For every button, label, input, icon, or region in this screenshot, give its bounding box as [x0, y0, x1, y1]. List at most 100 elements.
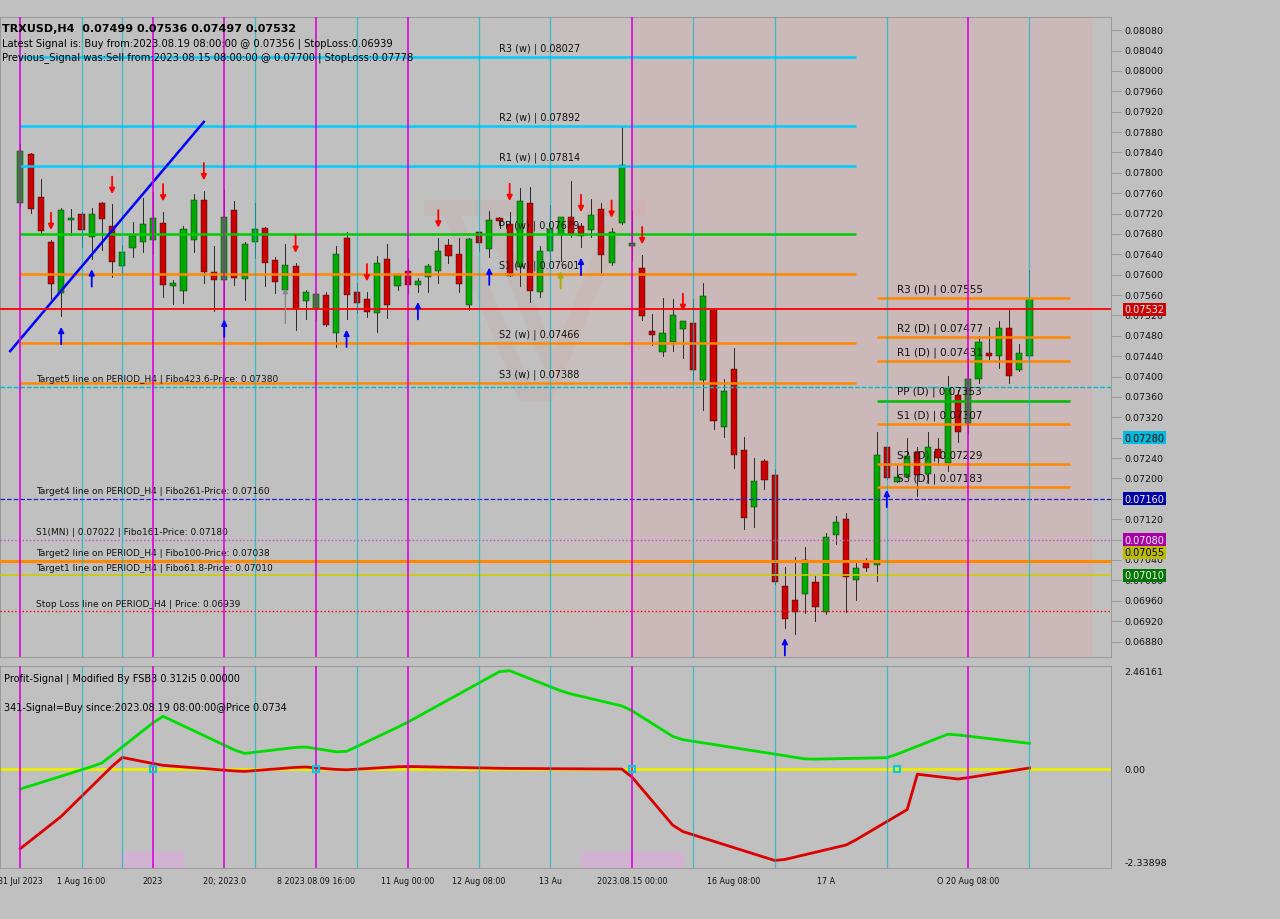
Text: S1(MN) | 0.07022 | Fibo161-Price: 0.07180: S1(MN) | 0.07022 | Fibo161-Price: 0.0718…: [36, 528, 228, 537]
Text: 0.07440: 0.07440: [1125, 352, 1164, 361]
Bar: [803, 561, 808, 594]
Text: 2023: 2023: [143, 876, 163, 885]
Bar: [813, 583, 818, 607]
Text: 8 2023.08.09 16:00: 8 2023.08.09 16:00: [276, 876, 355, 885]
Bar: [476, 233, 483, 244]
Text: R1 (D) | 0.07431: R1 (D) | 0.07431: [897, 346, 983, 357]
Text: 0.07160: 0.07160: [1125, 494, 1165, 505]
Text: 341-Signal=Buy since:2023.08.19 08:00:00@Price 0.0734: 341-Signal=Buy since:2023.08.19 08:00:00…: [4, 703, 287, 712]
Text: 0.07840: 0.07840: [1125, 149, 1164, 158]
Text: O 20 Aug 08:00: O 20 Aug 08:00: [937, 876, 1000, 885]
Text: R2 (D) | 0.07477: R2 (D) | 0.07477: [897, 323, 983, 334]
Bar: [721, 391, 727, 427]
Bar: [201, 200, 207, 273]
Bar: [517, 202, 524, 267]
Bar: [343, 239, 349, 296]
Text: 0.07920: 0.07920: [1125, 108, 1164, 117]
Bar: [762, 461, 768, 480]
Bar: [996, 329, 1002, 357]
Text: 0.07880: 0.07880: [1125, 129, 1164, 137]
Text: Target4 line on PERIOD_H4 | Fibo261-Price: 0.07160: Target4 line on PERIOD_H4 | Fibo261-Pric…: [36, 487, 269, 495]
Bar: [1006, 329, 1012, 377]
Text: R1 (w) | 0.07814: R1 (w) | 0.07814: [499, 152, 581, 163]
Bar: [68, 219, 74, 221]
Bar: [415, 282, 421, 286]
Bar: [945, 388, 951, 463]
Bar: [303, 293, 308, 301]
Text: 0.00: 0.00: [1125, 765, 1146, 774]
Bar: [58, 210, 64, 293]
Text: 0.07360: 0.07360: [1125, 393, 1164, 402]
Text: 0.06880: 0.06880: [1125, 637, 1164, 646]
Bar: [710, 311, 717, 422]
Bar: [550, 18, 632, 657]
Bar: [854, 569, 859, 580]
Bar: [628, 244, 635, 247]
Bar: [782, 586, 788, 619]
Bar: [581, 852, 684, 868]
Bar: [608, 233, 614, 264]
Bar: [649, 331, 655, 335]
Text: Stop Loss line on PERIOD_H4 | Price: 0.06939: Stop Loss line on PERIOD_H4 | Price: 0.0…: [36, 599, 241, 608]
Bar: [18, 152, 23, 204]
Bar: [119, 252, 125, 267]
Bar: [170, 284, 177, 287]
Text: Target1 line on PERIOD_H4 | Fibo61.8-Price: 0.07010: Target1 line on PERIOD_H4 | Fibo61.8-Pri…: [36, 563, 273, 573]
Bar: [78, 215, 84, 231]
Bar: [792, 600, 799, 612]
Text: 0.08080: 0.08080: [1125, 27, 1164, 36]
Bar: [456, 255, 462, 285]
Text: 0.07640: 0.07640: [1125, 251, 1164, 259]
Text: 0.07280: 0.07280: [1125, 433, 1165, 443]
Text: Profit-Signal | Modified By FSB3 0.312i5 0.00000: Profit-Signal | Modified By FSB3 0.312i5…: [4, 673, 241, 683]
Bar: [568, 218, 573, 234]
Bar: [109, 227, 115, 263]
Bar: [353, 292, 360, 303]
Text: R3 (w) | 0.08027: R3 (w) | 0.08027: [499, 43, 581, 54]
Bar: [579, 226, 584, 237]
Text: Previous_Signal was:Sell from:2023.08.15 08:00:00 @ 0.07700 | StopLoss:0.07778: Previous_Signal was:Sell from:2023.08.15…: [3, 51, 413, 62]
Bar: [538, 252, 543, 292]
Text: 0.07720: 0.07720: [1125, 210, 1164, 219]
Text: S3 (D) | 0.07183: S3 (D) | 0.07183: [897, 473, 983, 483]
Text: Target5 line on PERIOD_H4 | Fibo423.6-Price: 0.07380: Target5 line on PERIOD_H4 | Fibo423.6-Pr…: [36, 375, 278, 384]
Text: 1 Aug 16:00: 1 Aug 16:00: [58, 876, 106, 885]
Bar: [293, 267, 298, 310]
Bar: [924, 448, 931, 475]
Text: 0.07520: 0.07520: [1125, 312, 1164, 321]
Bar: [934, 449, 941, 459]
Bar: [323, 296, 329, 325]
Text: 0.07280: 0.07280: [1125, 434, 1164, 443]
Bar: [211, 272, 218, 280]
Text: -2.33898: -2.33898: [1125, 857, 1167, 867]
Bar: [873, 455, 879, 565]
Text: 0.08040: 0.08040: [1125, 47, 1164, 56]
Bar: [680, 323, 686, 330]
Text: 0.07240: 0.07240: [1125, 454, 1164, 463]
Text: 11 Aug 00:00: 11 Aug 00:00: [381, 876, 434, 885]
Text: S3 (w) | 0.07388: S3 (w) | 0.07388: [499, 369, 580, 380]
Text: 0.07160: 0.07160: [1125, 494, 1164, 504]
Bar: [690, 323, 696, 370]
Bar: [273, 260, 278, 283]
Bar: [986, 353, 992, 357]
Text: 𝕍: 𝕍: [425, 190, 641, 460]
Bar: [384, 260, 390, 306]
Text: PP (D) | 0.07353: PP (D) | 0.07353: [897, 387, 982, 397]
Text: 0.07080: 0.07080: [1125, 536, 1164, 545]
Text: 0.06960: 0.06960: [1125, 596, 1164, 606]
Text: 12 Aug 08:00: 12 Aug 08:00: [452, 876, 506, 885]
Bar: [731, 369, 737, 456]
Bar: [262, 229, 268, 264]
Text: 0.08000: 0.08000: [1125, 67, 1164, 76]
Text: 0.07560: 0.07560: [1125, 291, 1164, 301]
Bar: [312, 295, 319, 310]
Bar: [445, 245, 452, 256]
Text: 0.06920: 0.06920: [1125, 617, 1164, 626]
Bar: [1027, 301, 1033, 357]
Bar: [364, 300, 370, 312]
Text: 13 Au: 13 Au: [539, 876, 562, 885]
Text: 0.07055: 0.07055: [1125, 548, 1165, 558]
Bar: [904, 457, 910, 477]
Text: 0.07200: 0.07200: [1125, 474, 1164, 483]
